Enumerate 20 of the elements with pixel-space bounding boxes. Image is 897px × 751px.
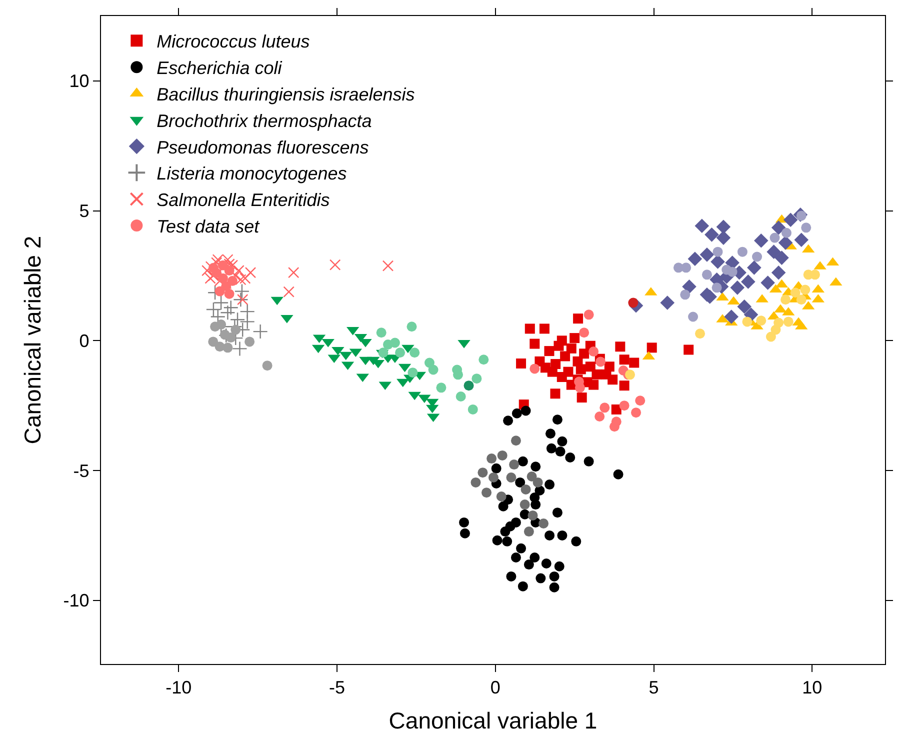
x-tick-label: -10 bbox=[166, 678, 192, 698]
y-tick-label: 0 bbox=[79, 330, 90, 351]
legend-label: Salmonella Enteritidis bbox=[156, 190, 330, 210]
legend-label: Test data set bbox=[156, 216, 260, 236]
y-tick-label: 10 bbox=[69, 71, 90, 92]
y-tick-label: 5 bbox=[79, 201, 90, 222]
x-tick-label: 0 bbox=[490, 678, 500, 698]
legend-label: Pseudomonas fluorescens bbox=[156, 137, 369, 158]
legend-label: Listeria monocytogenes bbox=[156, 164, 347, 184]
y-tick-label: -10 bbox=[63, 590, 90, 611]
x-tick-label: 5 bbox=[648, 678, 659, 698]
x-tick-label: 10 bbox=[802, 678, 822, 698]
legend-label: Bacillus thuringiensis israelensis bbox=[156, 84, 415, 104]
y-tick-label: -5 bbox=[73, 460, 90, 481]
x-tick-label: -5 bbox=[328, 678, 345, 698]
x-axis-title: Canonical variable 1 bbox=[388, 707, 598, 734]
legend-label: Escherichia coli bbox=[156, 58, 283, 78]
y-axis-title: Canonical variable 2 bbox=[20, 236, 46, 444]
legend-label: Micrococcus luteus bbox=[156, 32, 310, 52]
legend-label: Brochothrix thermosphacta bbox=[156, 110, 372, 131]
